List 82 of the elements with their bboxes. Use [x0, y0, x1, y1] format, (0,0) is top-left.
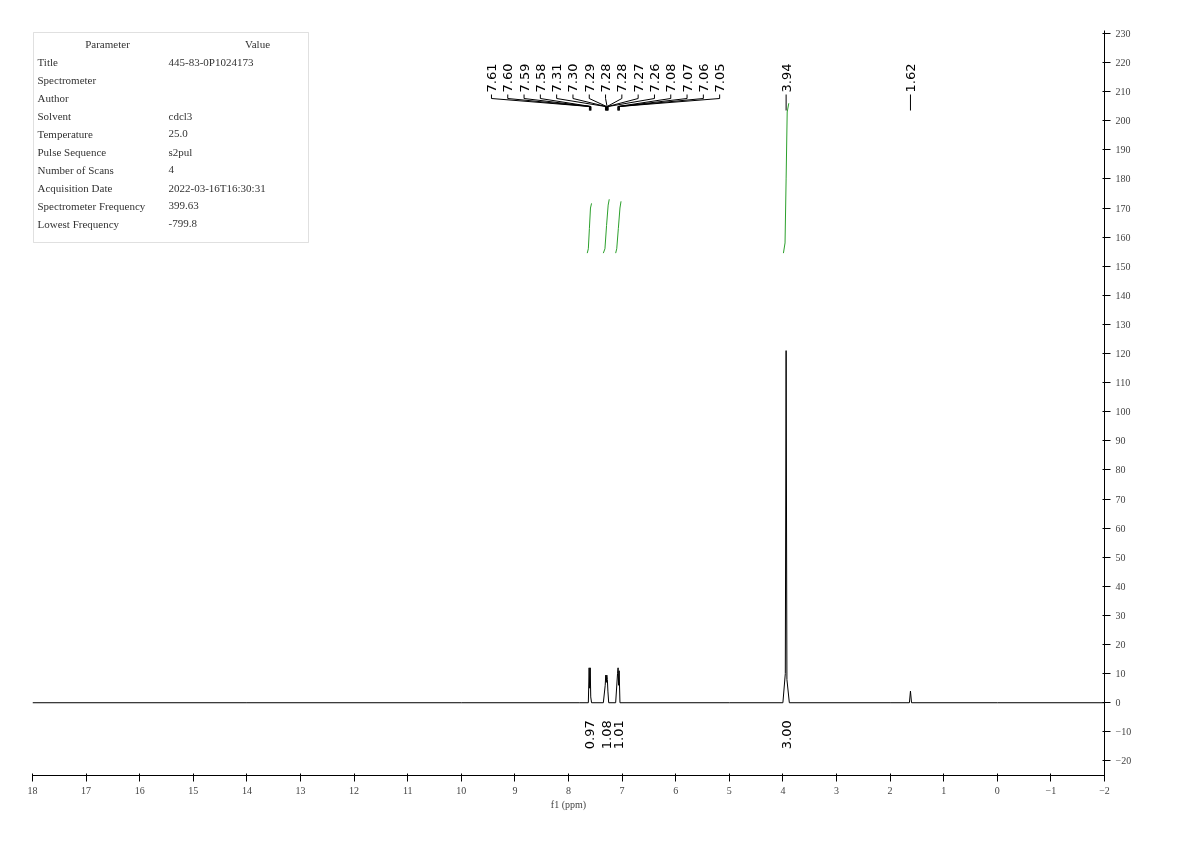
x-tick-label: 9 [512, 784, 518, 796]
x-tick-label: 8 [566, 784, 571, 796]
annotation: 7.27 [630, 63, 646, 93]
y-tick-label: 20 [1115, 639, 1126, 651]
annotation: 7.26 [646, 63, 662, 93]
y-tick-label: 150 [1115, 260, 1131, 272]
y-tick-label: 200 [1115, 115, 1131, 127]
x-tick-label: 16 [134, 784, 145, 796]
x-axis-title: f1 (ppm) [550, 798, 587, 811]
annotation: 7.08 [663, 63, 679, 93]
line-series [586, 202, 593, 254]
annotation: 7.61 [483, 63, 499, 93]
x-tick-label: 18 [27, 784, 38, 796]
x-tick-label: 14 [241, 784, 252, 796]
text: Number of Scans 4 [37, 163, 174, 176]
annotation: 7.07 [679, 63, 695, 93]
y-tick-label: 170 [1115, 202, 1131, 214]
annotation: 7.58 [532, 63, 548, 93]
y-tick-label: 190 [1115, 144, 1131, 156]
y-tick-label: 210 [1115, 86, 1131, 98]
line-series [782, 102, 790, 254]
text: Solvent cdcl3 [37, 109, 193, 122]
x-tick-label: 13 [295, 784, 306, 796]
line-series [602, 198, 610, 254]
y-tick-label: −20 [1115, 755, 1132, 767]
y-tick-label: 40 [1115, 580, 1126, 592]
y-tick-label: 80 [1115, 464, 1126, 476]
text: Acquisition Date 2022-03-16T16:30:31 [37, 181, 266, 194]
annotation: 7.59 [516, 63, 532, 93]
annotation: Spectrometer [37, 73, 97, 86]
x-tick-label: 10 [456, 784, 467, 796]
annotation: 7.29 [581, 63, 597, 93]
annotation: 3.94 [778, 63, 794, 93]
x-tick-label: 0 [994, 784, 1000, 796]
x-tick-label: 15 [188, 784, 199, 796]
y-tick-label: 100 [1115, 406, 1131, 418]
text: Spectrometer Frequency 399.63 [37, 199, 199, 212]
y-tick-label: 70 [1115, 493, 1126, 505]
x-tick-label: 7 [619, 784, 625, 796]
x-tick-label: 3 [834, 784, 839, 796]
x-tick-label: 1 [941, 784, 947, 796]
y-tick-label: 220 [1115, 57, 1131, 69]
annotation: 7.28 [614, 63, 630, 93]
y-tick-label: 230 [1115, 27, 1131, 39]
text: Title 445-83-0P1024173 [37, 55, 254, 68]
y-tick-label: 160 [1115, 231, 1131, 243]
y-tick-label: 110 [1115, 377, 1131, 389]
y-tick-label: 130 [1115, 318, 1131, 330]
y-tick-label: 120 [1115, 348, 1131, 360]
y-tick-label: −10 [1115, 726, 1132, 738]
x-tick-label: 12 [349, 784, 360, 796]
text: Pulse Sequence s2pul [37, 145, 193, 158]
annotation: 0.97 [581, 720, 597, 750]
text: Parameter Value [85, 37, 271, 50]
y-tick-label: 30 [1115, 609, 1126, 621]
annotation: 7.30 [565, 63, 581, 93]
y-tick-label: 90 [1115, 435, 1126, 447]
x-tick-label: 17 [81, 784, 92, 796]
text: Temperature 25.0 [37, 127, 188, 140]
y-tick-label: 0 [1115, 697, 1121, 709]
x-tick-label: 5 [726, 784, 732, 796]
annotation: 7.31 [549, 63, 565, 93]
annotation: 1.62 [902, 63, 918, 93]
text: Lowest Frequency -799.8 [37, 217, 197, 230]
y-tick-label: 180 [1115, 173, 1131, 185]
x-tick-label: 11 [402, 784, 413, 796]
x-tick-label: −2 [1099, 784, 1110, 796]
annotation: 7.60 [500, 63, 516, 93]
line-series [615, 200, 622, 254]
x-tick-label: 4 [780, 784, 786, 796]
annotation: 7.06 [695, 63, 711, 93]
y-tick-label: 60 [1115, 522, 1126, 534]
annotation: 3.00 [778, 720, 794, 750]
x-tick-label: 2 [887, 784, 893, 796]
y-tick-label: 50 [1115, 551, 1126, 563]
x-tick-label: −1 [1045, 784, 1057, 796]
y-tick-label: 140 [1115, 289, 1131, 301]
annotation: Author [37, 91, 69, 104]
annotation: 7.28 [598, 63, 614, 93]
x-tick-label: 6 [673, 784, 679, 796]
y-tick-label: 10 [1115, 668, 1126, 680]
annotation: 7.05 [712, 63, 728, 93]
